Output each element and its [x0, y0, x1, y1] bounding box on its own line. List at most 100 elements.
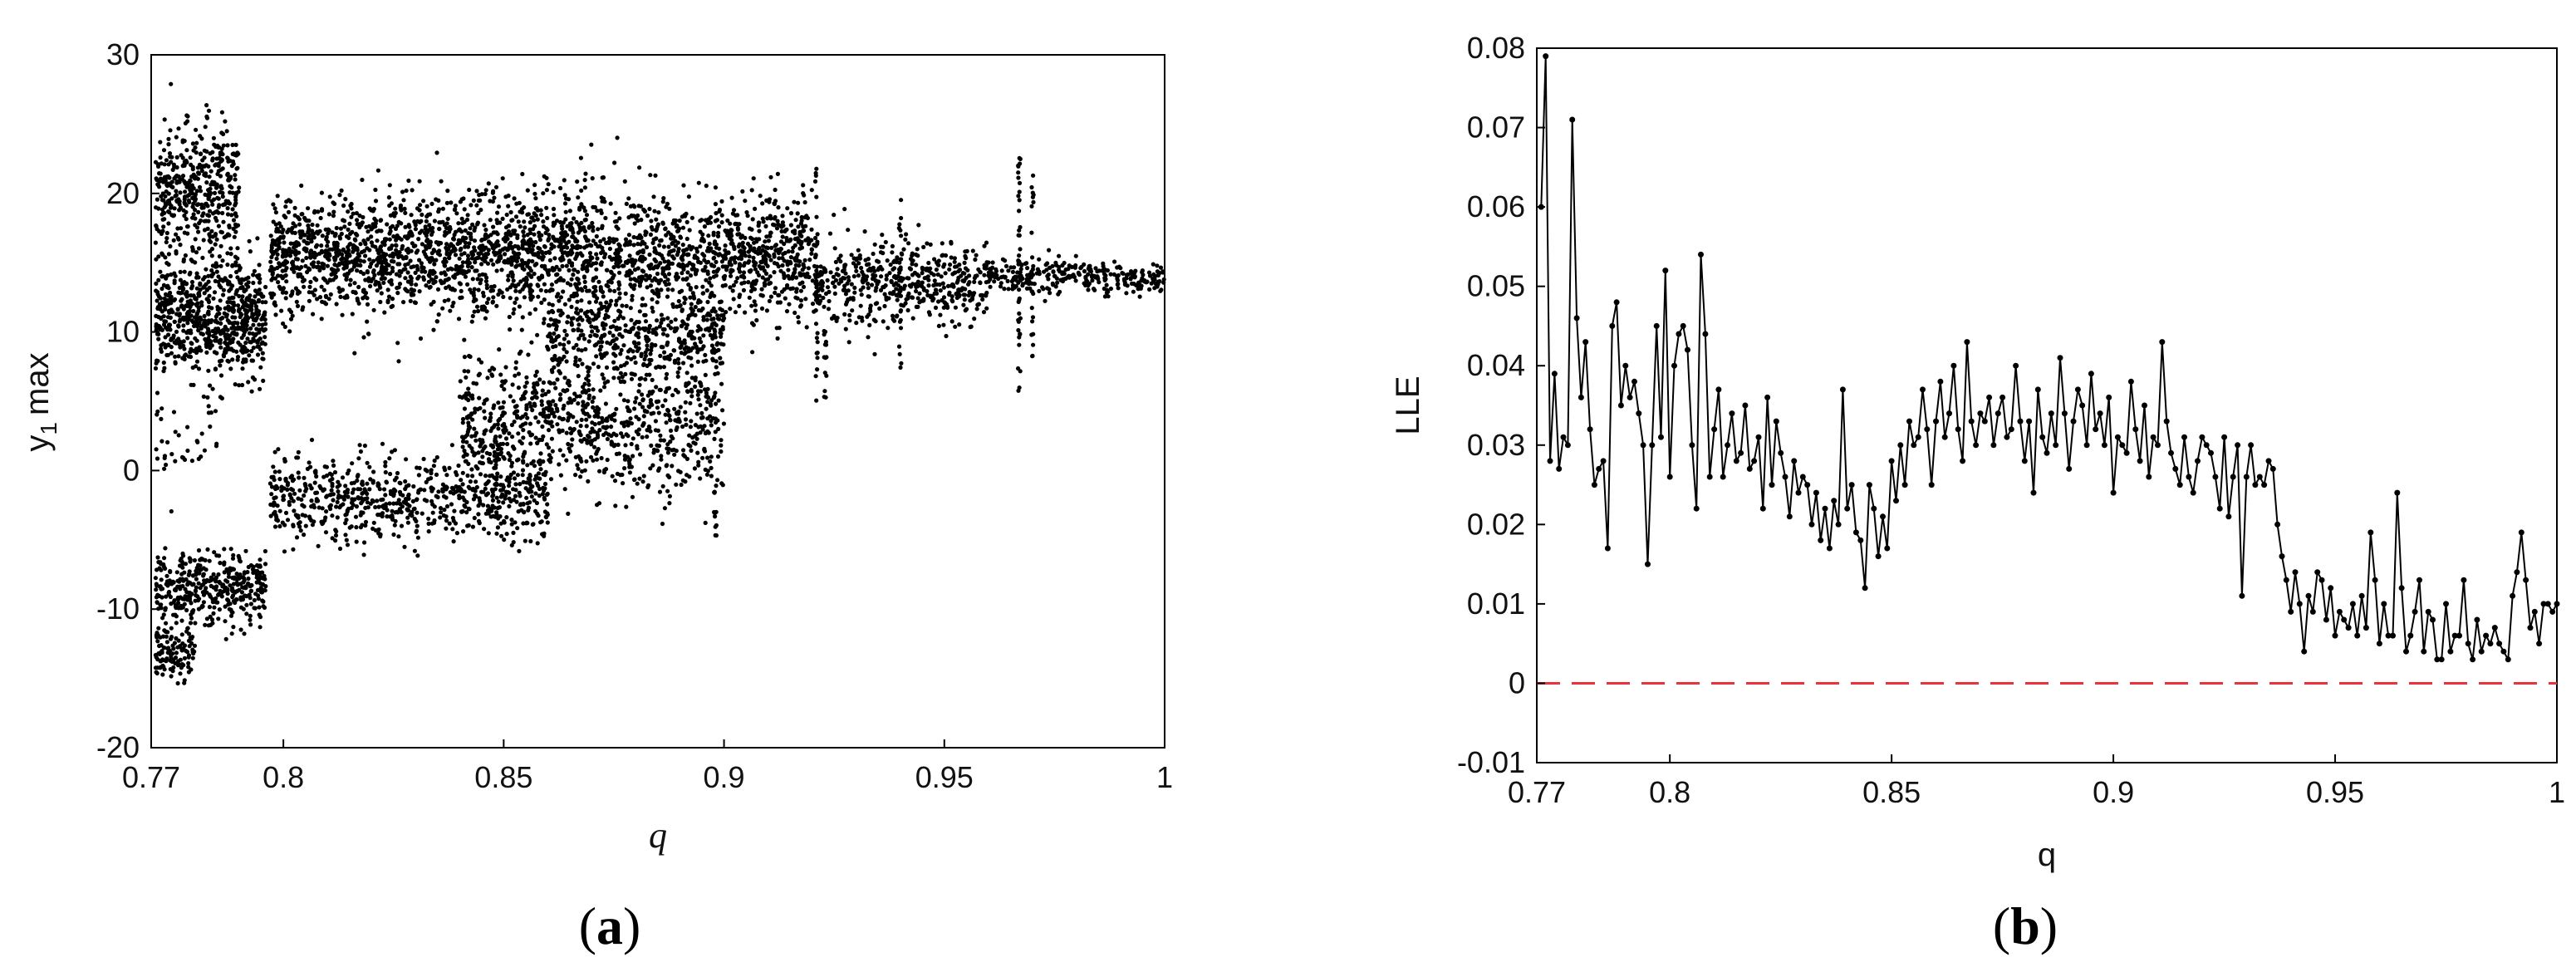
panel-a-point [269, 245, 274, 250]
panel-a-point [365, 460, 370, 465]
panel-a-point [322, 464, 327, 469]
panel-a-point [611, 256, 616, 262]
panel-a-point [458, 199, 464, 204]
panel-a-point [674, 277, 680, 282]
panel-a-point [596, 279, 601, 284]
panel-a-point [167, 326, 172, 331]
panel-a-point [193, 598, 198, 603]
panel-a-point [154, 582, 159, 587]
panel-a-point [270, 272, 275, 277]
panel-a-point [494, 303, 499, 308]
panel-a-point [507, 479, 512, 485]
panel-a-point [366, 237, 370, 242]
panel-a-point [341, 247, 346, 252]
panel-a-point [193, 260, 198, 265]
panel-a-point [708, 276, 713, 281]
panel-a-point [716, 230, 721, 235]
panel-a-point [205, 547, 210, 552]
panel-a-point [380, 240, 385, 245]
panel-a-point [562, 302, 568, 307]
panel-a-point [233, 590, 238, 595]
panel-a-point [611, 239, 616, 244]
panel-a-point [627, 242, 633, 247]
panel-a-point [806, 266, 812, 271]
panel-a-point [163, 566, 168, 572]
panel-a-point [476, 255, 481, 260]
panel-a-point [465, 263, 471, 269]
panel-a-point [492, 250, 497, 255]
panel-a-point [184, 629, 189, 634]
panel-a-point [483, 511, 488, 516]
panel-a-point [309, 498, 314, 503]
panel-a-point [204, 267, 209, 272]
panel-a-point [432, 218, 438, 223]
panel-a-point [569, 277, 574, 282]
panel-a-point [214, 584, 219, 589]
panel-a-point [566, 314, 571, 319]
panel-a-point [201, 573, 206, 578]
panel-a-point [706, 217, 711, 222]
panel-a-point [469, 319, 474, 324]
panel-a-point [415, 553, 420, 558]
panel-a-point [219, 157, 224, 162]
panel-a-point [154, 447, 159, 452]
panel-a-point [239, 321, 245, 326]
panel-a-point [269, 295, 274, 300]
panel-a-point [779, 289, 785, 294]
panel-a-point [500, 176, 505, 181]
panel-a-point [745, 241, 751, 247]
panel-a-point [626, 215, 631, 220]
panel-a-point [790, 249, 795, 254]
panel-a-point [571, 245, 576, 250]
panel-a-point [743, 235, 748, 240]
panel-a-point [462, 498, 467, 503]
panel-a-point [226, 304, 231, 309]
panel-a-point [454, 211, 459, 216]
panel-a-point [445, 216, 450, 221]
panel-a-point [361, 287, 366, 292]
panel-a-point [244, 602, 249, 607]
panel-a-point [614, 298, 619, 303]
panel-a-point [473, 493, 478, 499]
panel-a-point [536, 276, 542, 281]
panel-a-point [218, 152, 223, 157]
panel-a-point [436, 207, 442, 212]
panel-a-point [225, 300, 230, 305]
panel-a-point [232, 575, 237, 580]
panel-a-point [383, 258, 388, 263]
panel-a-point [370, 499, 375, 504]
panel-a-point [444, 200, 450, 205]
panel-a-point [159, 194, 164, 199]
panel-a-point [684, 276, 689, 281]
panel-a-point [767, 281, 772, 287]
panel-a-point [417, 230, 422, 235]
panel-a-point [209, 182, 213, 187]
panel-a-point [228, 190, 233, 195]
panel-a-point [387, 183, 392, 188]
panel-a-point [330, 513, 335, 518]
panel-a-point [332, 469, 338, 475]
panel-a-point [431, 327, 436, 332]
panel-a-point [388, 471, 393, 477]
panel-a-point [621, 263, 626, 268]
panel-a-point [666, 230, 671, 235]
panel-a-point [655, 300, 660, 305]
panel-a-point [319, 284, 324, 289]
panel-a-point [635, 242, 640, 247]
panel-a-point [199, 323, 204, 328]
panel-a-point [445, 267, 451, 272]
panel-a-point [743, 199, 748, 204]
panel-a-point [479, 489, 484, 494]
panel-a-point [341, 266, 346, 271]
panel-a-point [757, 228, 762, 233]
panel-a-point [217, 145, 222, 150]
panel-a-point [391, 211, 396, 216]
panel-a-point [386, 294, 392, 299]
panel-a-point [502, 518, 507, 524]
panel-a-point [228, 583, 233, 588]
panel-a-point [405, 262, 410, 267]
panel-a-point [359, 501, 364, 506]
panel-a-point [754, 239, 759, 244]
panel-a-point [442, 508, 447, 513]
panel-a-point [342, 224, 347, 229]
